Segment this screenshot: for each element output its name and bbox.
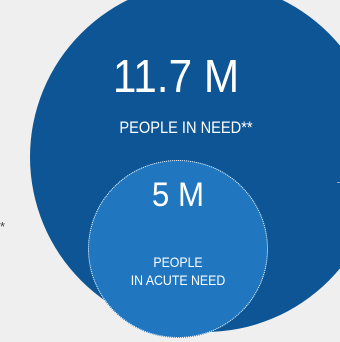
people-in-need-label: PEOPLE IN NEED**: [119, 118, 253, 137]
acute-need-value: 5 M: [151, 176, 205, 214]
people-in-need-value: 11.7 M: [112, 50, 240, 102]
acute-need-label-line2: IN ACUTE NEED: [130, 272, 226, 288]
acute-need-circle: [88, 160, 268, 338]
acute-need-label: PEOPLE IN ACUTE NEED: [116, 253, 239, 289]
edge-tick: [337, 182, 340, 183]
acute-need-label-line1: PEOPLE: [153, 254, 203, 270]
footnote-mark: *: [0, 219, 6, 234]
